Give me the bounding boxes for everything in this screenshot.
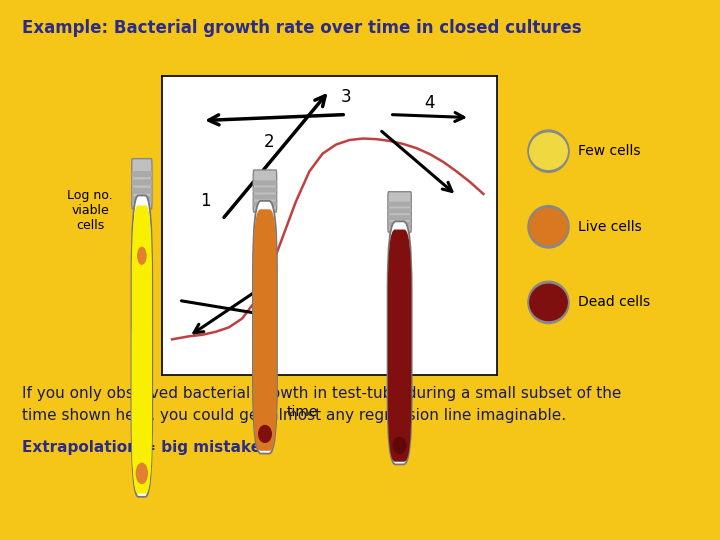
Text: time: time [287,405,318,419]
Ellipse shape [136,463,148,483]
FancyBboxPatch shape [132,171,152,177]
FancyBboxPatch shape [132,196,152,202]
FancyBboxPatch shape [132,276,152,494]
FancyBboxPatch shape [132,188,152,194]
FancyBboxPatch shape [387,221,412,464]
Ellipse shape [530,133,567,170]
Text: If you only observed bacterial growth in test-tube during a small subset of the: If you only observed bacterial growth in… [22,386,621,401]
FancyBboxPatch shape [253,170,276,212]
FancyBboxPatch shape [253,201,276,206]
FancyBboxPatch shape [253,210,276,451]
Text: Few cells: Few cells [578,144,641,158]
FancyBboxPatch shape [388,230,411,462]
Text: Log no.
viable
cells: Log no. viable cells [67,189,113,232]
FancyBboxPatch shape [253,187,276,192]
Ellipse shape [528,281,569,323]
FancyBboxPatch shape [253,201,277,454]
FancyBboxPatch shape [132,206,152,494]
Text: 1: 1 [200,192,211,211]
FancyBboxPatch shape [253,194,276,199]
FancyBboxPatch shape [388,208,411,213]
Ellipse shape [258,426,271,442]
Text: 2: 2 [264,132,274,151]
Text: 4: 4 [425,93,435,112]
Text: Example: Bacterial growth rate over time in closed cultures: Example: Bacterial growth rate over time… [22,19,581,37]
Text: time shown here, you could get almost any regression line imaginable.: time shown here, you could get almost an… [22,408,566,423]
FancyBboxPatch shape [388,215,411,220]
FancyBboxPatch shape [132,179,152,185]
Text: Dead cells: Dead cells [578,295,651,309]
Ellipse shape [393,437,406,454]
Text: Extrapolation = big mistake.: Extrapolation = big mistake. [22,440,266,455]
Ellipse shape [530,284,567,321]
Text: Live cells: Live cells [578,220,642,234]
FancyBboxPatch shape [388,192,411,232]
FancyBboxPatch shape [388,201,411,206]
Ellipse shape [528,130,569,172]
FancyBboxPatch shape [132,195,152,497]
Ellipse shape [530,208,567,245]
FancyBboxPatch shape [132,159,152,209]
Text: 3: 3 [341,87,351,106]
FancyBboxPatch shape [388,222,411,227]
Ellipse shape [528,206,569,248]
Ellipse shape [138,247,146,264]
FancyBboxPatch shape [253,180,276,185]
